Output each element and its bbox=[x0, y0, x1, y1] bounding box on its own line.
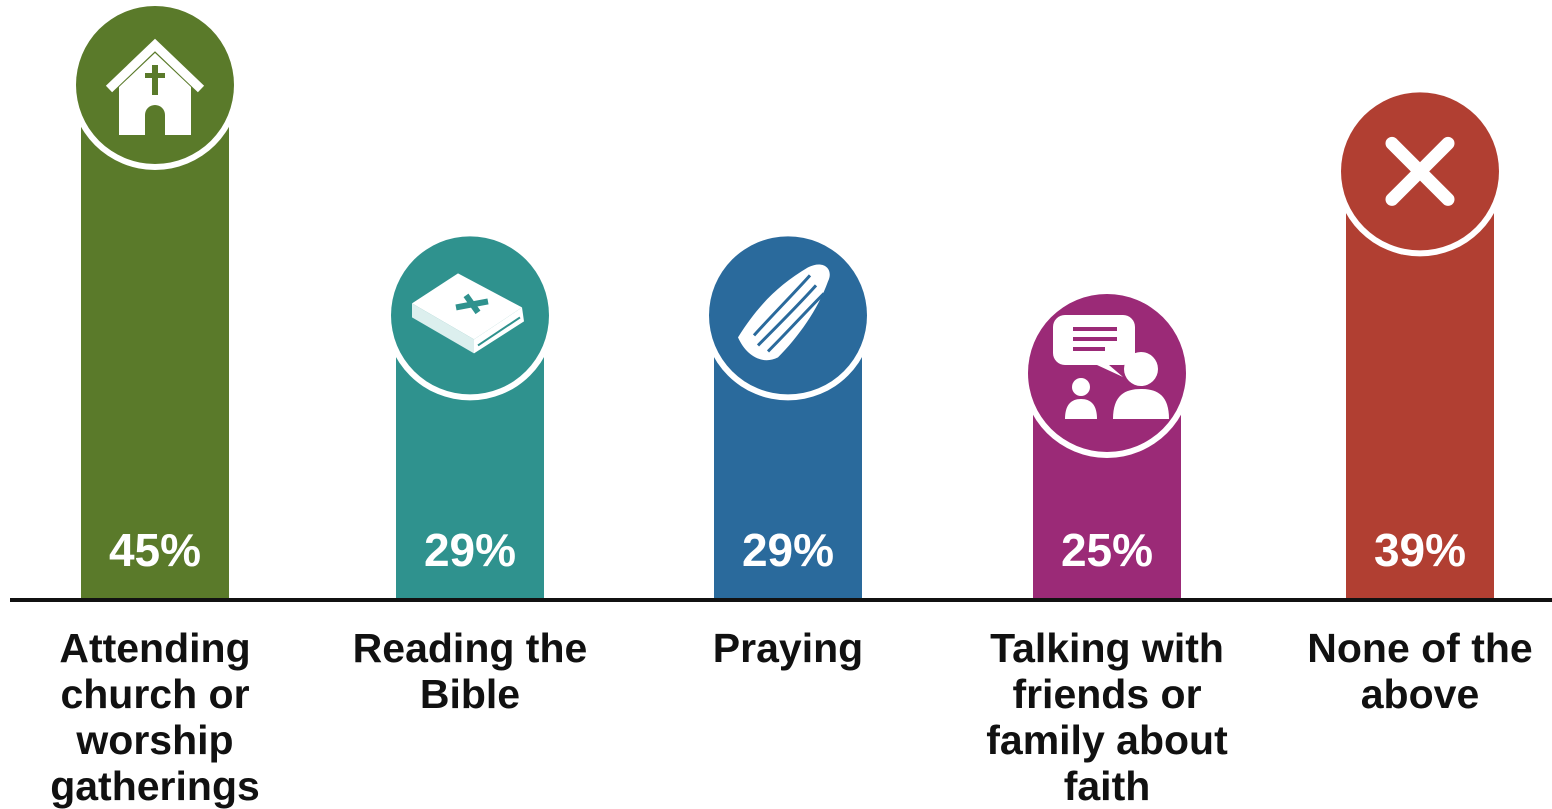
bars-layer: 45% 29% 29% 25% 39% bbox=[70, 0, 1505, 600]
category-label-line: None of the bbox=[1307, 625, 1532, 671]
category-label-3: Praying bbox=[713, 625, 863, 671]
category-labels-layer: Attending church or worship gatherings Readi… bbox=[50, 625, 1533, 809]
category-label-2: Reading the Bible bbox=[353, 625, 588, 717]
category-label-5: None of the above bbox=[1307, 625, 1532, 717]
bar-value-label-3: 29% bbox=[742, 524, 834, 576]
category-label-line: church or bbox=[60, 671, 249, 717]
category-label-line: above bbox=[1361, 671, 1480, 717]
category-label-line: Bible bbox=[420, 671, 520, 717]
category-label-line: worship bbox=[75, 717, 233, 763]
bar-value-label-5: 39% bbox=[1374, 524, 1466, 576]
category-label-line: Reading the bbox=[353, 625, 588, 671]
category-label-1: Attending church or worship gatherings bbox=[50, 625, 260, 809]
category-label-line: family about bbox=[986, 717, 1228, 763]
church-icon bbox=[105, 38, 205, 135]
bible-icon bbox=[412, 273, 524, 354]
praying-hands-icon bbox=[738, 264, 830, 361]
bar-1 bbox=[81, 85, 229, 600]
bar-value-label-2: 29% bbox=[424, 524, 516, 576]
x-icon bbox=[1385, 136, 1455, 206]
category-label-line: Talking with bbox=[990, 625, 1224, 671]
bar-value-label-1: 45% bbox=[109, 524, 201, 576]
category-label-line: Attending bbox=[59, 625, 250, 671]
bar-value-label-4: 25% bbox=[1061, 524, 1153, 576]
category-label-line: friends or bbox=[1012, 671, 1201, 717]
conversation-icon bbox=[1053, 315, 1169, 419]
category-label-line: gatherings bbox=[50, 763, 260, 809]
category-label-line: faith bbox=[1064, 763, 1151, 809]
category-label-4: Talking with friends or family about faith bbox=[986, 625, 1228, 809]
category-label-line: Praying bbox=[713, 625, 863, 671]
